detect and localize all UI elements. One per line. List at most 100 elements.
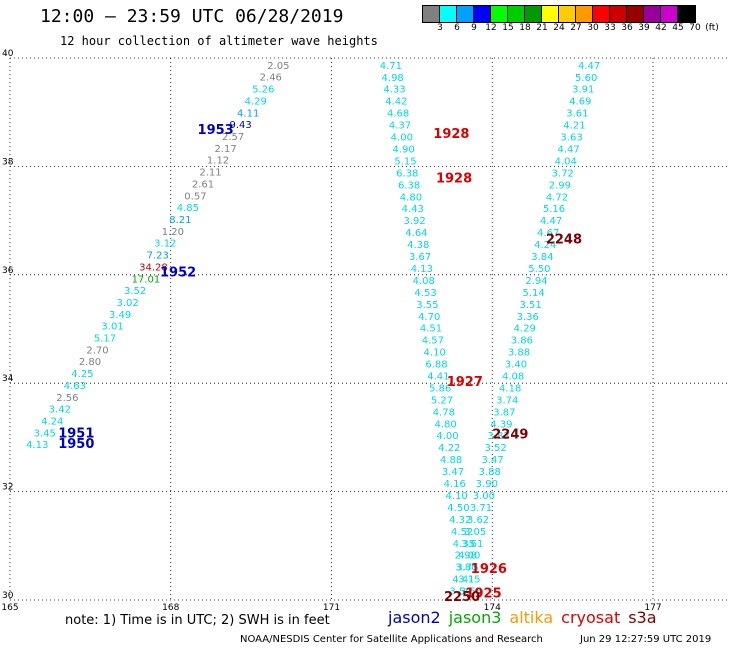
- wave-height-label: 4.85: [177, 203, 199, 214]
- satellite-legend-item: jason3: [448, 608, 502, 627]
- latitude-tick: 40: [2, 49, 14, 59]
- wave-height-label: 8.21: [169, 215, 191, 226]
- latitude-tick: 34: [2, 374, 14, 384]
- color-scale-label: 18: [519, 23, 531, 33]
- color-scale-label: 3: [437, 23, 443, 33]
- wave-height-label: 4.53: [414, 288, 436, 299]
- wave-height-label: 4.57: [422, 336, 444, 347]
- wave-height-label: 2.99: [549, 180, 571, 191]
- wave-height-label: 17.01: [132, 274, 161, 285]
- wave-height-label: 4.63: [64, 381, 86, 392]
- color-scale-label: 6: [454, 23, 460, 33]
- longitude-tick: 177: [644, 603, 661, 613]
- wave-height-label: 4.64: [405, 228, 427, 239]
- wave-height-label: 4.72: [546, 192, 568, 203]
- wave-height-label: 2.46: [260, 73, 282, 84]
- wave-height-label: 4.52: [451, 527, 473, 538]
- wave-height-label: 6.88: [425, 360, 447, 371]
- wave-height-label: 4.41: [452, 575, 474, 586]
- color-swatch: [508, 6, 525, 22]
- color-scale-label: 30: [587, 23, 599, 33]
- wave-height-label: 7.23: [147, 251, 169, 262]
- wave-height-label: 3.61: [461, 539, 483, 550]
- satellite-legend-item: altika: [509, 608, 554, 627]
- wave-height-label: 3.12: [154, 239, 176, 250]
- color-swatch: [525, 6, 542, 22]
- pass-number-label: 2249: [492, 427, 528, 442]
- wave-height-label: 4.32: [449, 515, 471, 526]
- color-swatch: [576, 6, 593, 22]
- wave-height-label: 3.40: [505, 360, 527, 371]
- wave-height-label: 3.88: [508, 348, 530, 359]
- wave-height-label: 4.24: [534, 240, 556, 251]
- wave-height-label: 4.21: [563, 121, 585, 132]
- color-scale-label: 39: [638, 23, 650, 33]
- wave-height-label: 4.16: [444, 479, 466, 490]
- wave-height-label: 3.47: [482, 455, 504, 466]
- color-swatch: [661, 6, 678, 22]
- wave-height-label: 4.98: [382, 73, 404, 84]
- pass-number-label: 1927: [447, 375, 483, 390]
- wave-height-label: 3.91: [572, 85, 594, 96]
- wave-height-label: 2.56: [56, 393, 78, 404]
- wave-height-label: 3.15: [458, 575, 480, 586]
- wave-height-label: 4.13: [26, 440, 48, 451]
- wave-height-label: 2.61: [192, 179, 214, 190]
- wave-height-label: 3.88: [479, 467, 501, 478]
- wave-height-label: 2.98: [455, 551, 477, 562]
- wave-height-values: 4.133.454.243.422.564.634.252.802.705.17…: [26, 61, 600, 598]
- wave-height-label: 9.43: [230, 120, 252, 131]
- wave-height-label: 4.10: [445, 491, 467, 502]
- wave-height-label: 2.94: [525, 276, 547, 287]
- wave-height-label: 3.87: [493, 407, 515, 418]
- wave-height-label: 2.70: [86, 345, 108, 356]
- wave-height-label: 3.63: [560, 133, 582, 144]
- wave-height-label: 4.88: [440, 455, 462, 466]
- latitude-tick: 38: [2, 157, 14, 167]
- wave-height-label: 3.01: [101, 322, 123, 333]
- wave-height-label: 3.74: [496, 395, 518, 406]
- credit-line: NOAA/NESDIS Center for Satellite Applica…: [240, 634, 543, 645]
- wave-height-label: 4.00: [458, 551, 480, 562]
- wave-height-label: 5.14: [522, 288, 544, 299]
- color-swatch: [440, 6, 457, 22]
- color-swatch: [457, 6, 474, 22]
- wave-height-label: 2.11: [199, 168, 221, 179]
- wave-height-label: 4.70: [418, 312, 440, 323]
- wave-height-label: 3.59: [449, 587, 471, 598]
- latitude-tick: 30: [2, 591, 14, 601]
- pass-number-label: 1951: [58, 426, 94, 441]
- wave-height-label: 4.35: [453, 539, 475, 550]
- wave-height-label: 3.83: [487, 431, 509, 442]
- wave-height-label: 6.38: [396, 168, 418, 179]
- longitude-tick: 174: [484, 603, 501, 613]
- color-swatch: [627, 6, 644, 22]
- wave-height-label: 4.41: [427, 372, 449, 383]
- wave-height-label: 4.33: [383, 85, 405, 96]
- color-scale-label: 70: [689, 23, 701, 33]
- wave-height-label: 4.29: [514, 324, 536, 335]
- satellite-legend-item: jason2: [388, 608, 441, 627]
- wave-height-label: 3.51: [520, 300, 542, 311]
- wave-height-label: 3.52: [124, 286, 146, 297]
- wave-height-label: 3.05: [464, 527, 486, 538]
- wave-height-label: 3.90: [476, 479, 498, 490]
- wave-height-label: 4.47: [578, 61, 600, 72]
- color-swatch: [593, 6, 610, 22]
- latitude-tick: 36: [2, 266, 14, 276]
- wave-height-label: 4.08: [413, 276, 435, 287]
- wave-height-label: 4.90: [393, 144, 415, 155]
- pass-number-label: 1950: [58, 437, 94, 452]
- wave-height-label: 4.68: [387, 109, 409, 120]
- satellite-legend: jason2 jason3 altika cryosat s3a: [388, 608, 665, 627]
- color-scale-label: 42: [655, 23, 667, 33]
- wave-height-label: 4.25: [71, 369, 93, 380]
- wave-height-label: 4.47: [540, 216, 562, 227]
- wave-height-label: 5.15: [394, 156, 416, 167]
- wave-height-label: 5.27: [431, 395, 453, 406]
- wave-height-label: 3.52: [484, 443, 506, 454]
- wave-height-label: 4.37: [389, 121, 411, 132]
- pass-number-label: 2248: [546, 232, 582, 247]
